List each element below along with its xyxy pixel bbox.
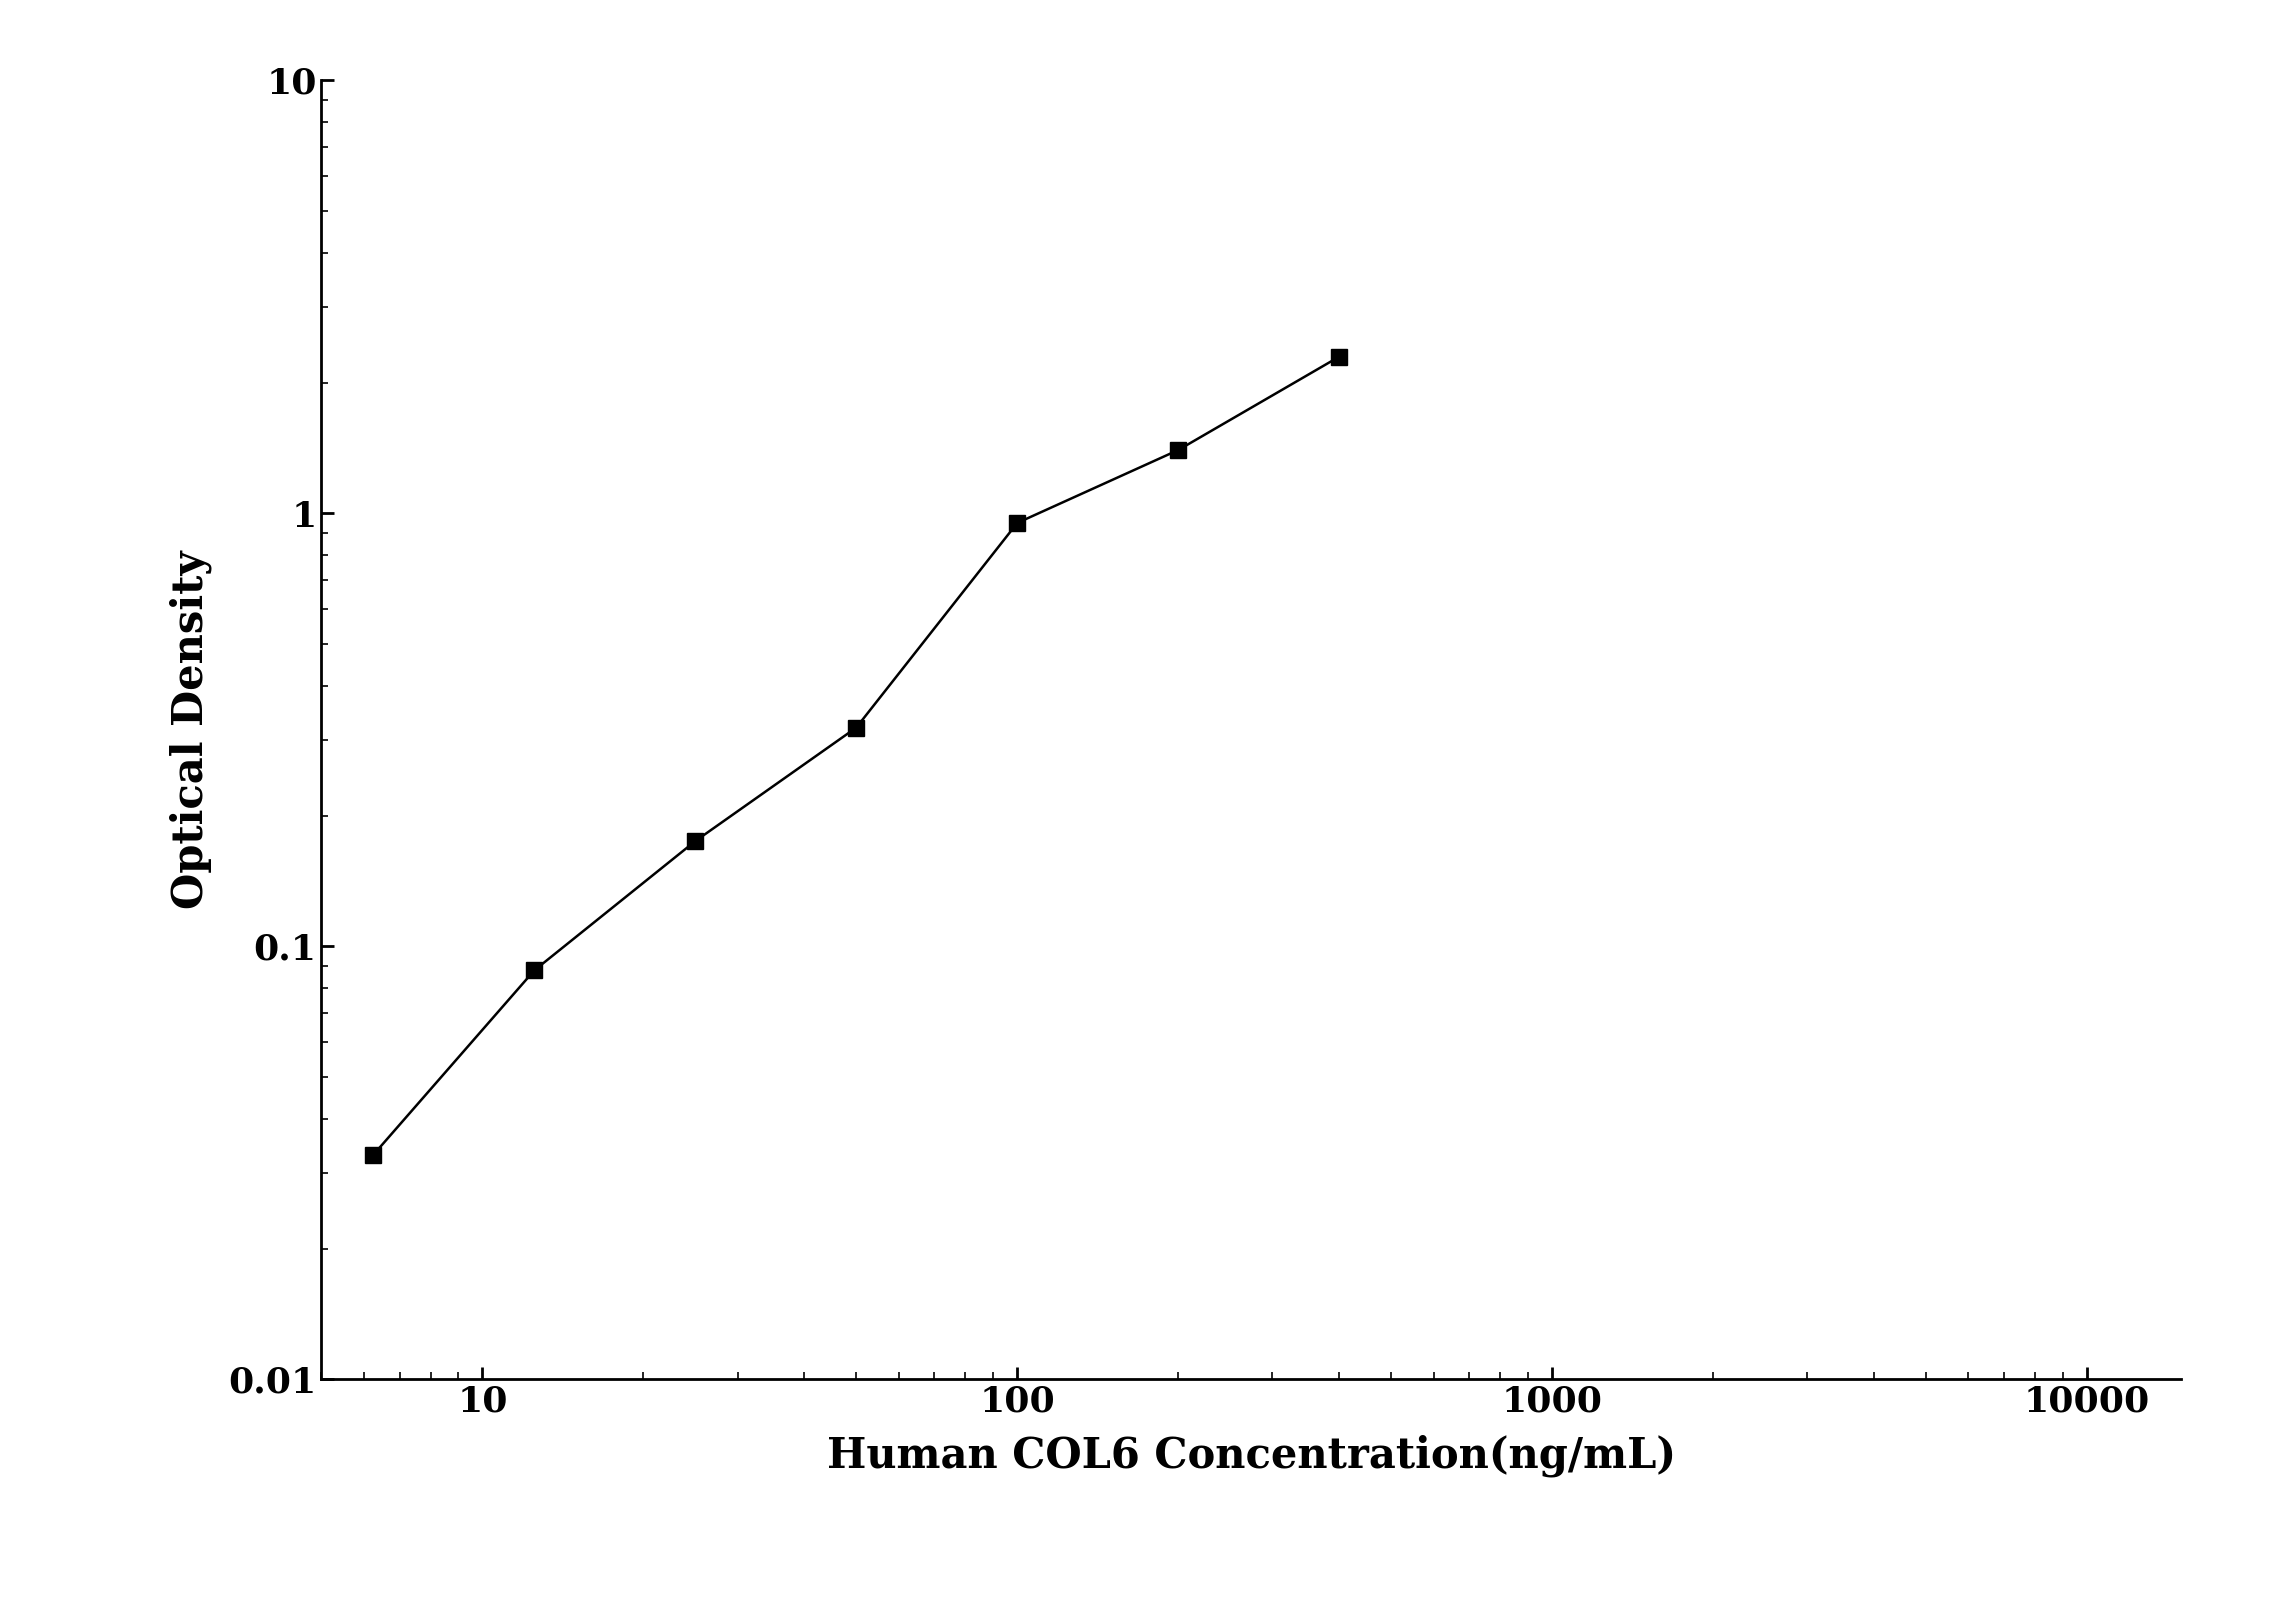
Y-axis label: Optical Density: Optical Density xyxy=(170,550,211,909)
X-axis label: Human COL6 Concentration(ng/mL): Human COL6 Concentration(ng/mL) xyxy=(827,1436,1676,1477)
